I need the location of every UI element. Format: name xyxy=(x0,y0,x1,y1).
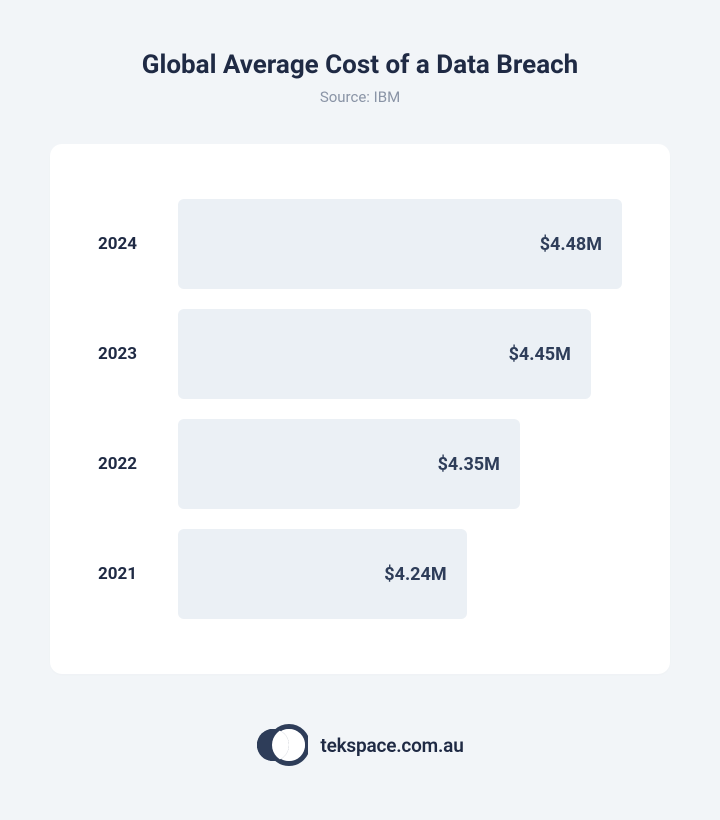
bar: $4.48M xyxy=(178,199,622,289)
bar-row: 2023 $4.45M xyxy=(98,309,622,399)
bar: $4.45M xyxy=(178,309,591,399)
bar-row: 2022 $4.35M xyxy=(98,419,622,509)
chart-subtitle: Source: IBM xyxy=(320,88,400,106)
bar-value: $4.48M xyxy=(540,234,602,255)
bar-track: $4.48M xyxy=(178,199,622,289)
bar-track: $4.24M xyxy=(178,529,622,619)
bar-row: 2024 $4.48M xyxy=(98,199,622,289)
bar-value: $4.24M xyxy=(384,564,446,585)
bar-value: $4.35M xyxy=(438,454,500,475)
brand-logo-icon xyxy=(256,724,308,766)
year-label: 2022 xyxy=(98,454,178,474)
bar: $4.35M xyxy=(178,419,520,509)
brand-text: tekspace.com.au xyxy=(320,734,463,757)
bar-value: $4.45M xyxy=(509,344,571,365)
bar-row: 2021 $4.24M xyxy=(98,529,622,619)
bar-track: $4.45M xyxy=(178,309,622,399)
bar-track: $4.35M xyxy=(178,419,622,509)
bar: $4.24M xyxy=(178,529,467,619)
footer: tekspace.com.au xyxy=(256,724,463,766)
year-label: 2021 xyxy=(98,564,178,584)
year-label: 2023 xyxy=(98,344,178,364)
chart-card: 2024 $4.48M 2023 $4.45M 2022 $4.35M 2021… xyxy=(50,144,670,674)
year-label: 2024 xyxy=(98,234,178,254)
chart-title: Global Average Cost of a Data Breach xyxy=(142,50,578,80)
